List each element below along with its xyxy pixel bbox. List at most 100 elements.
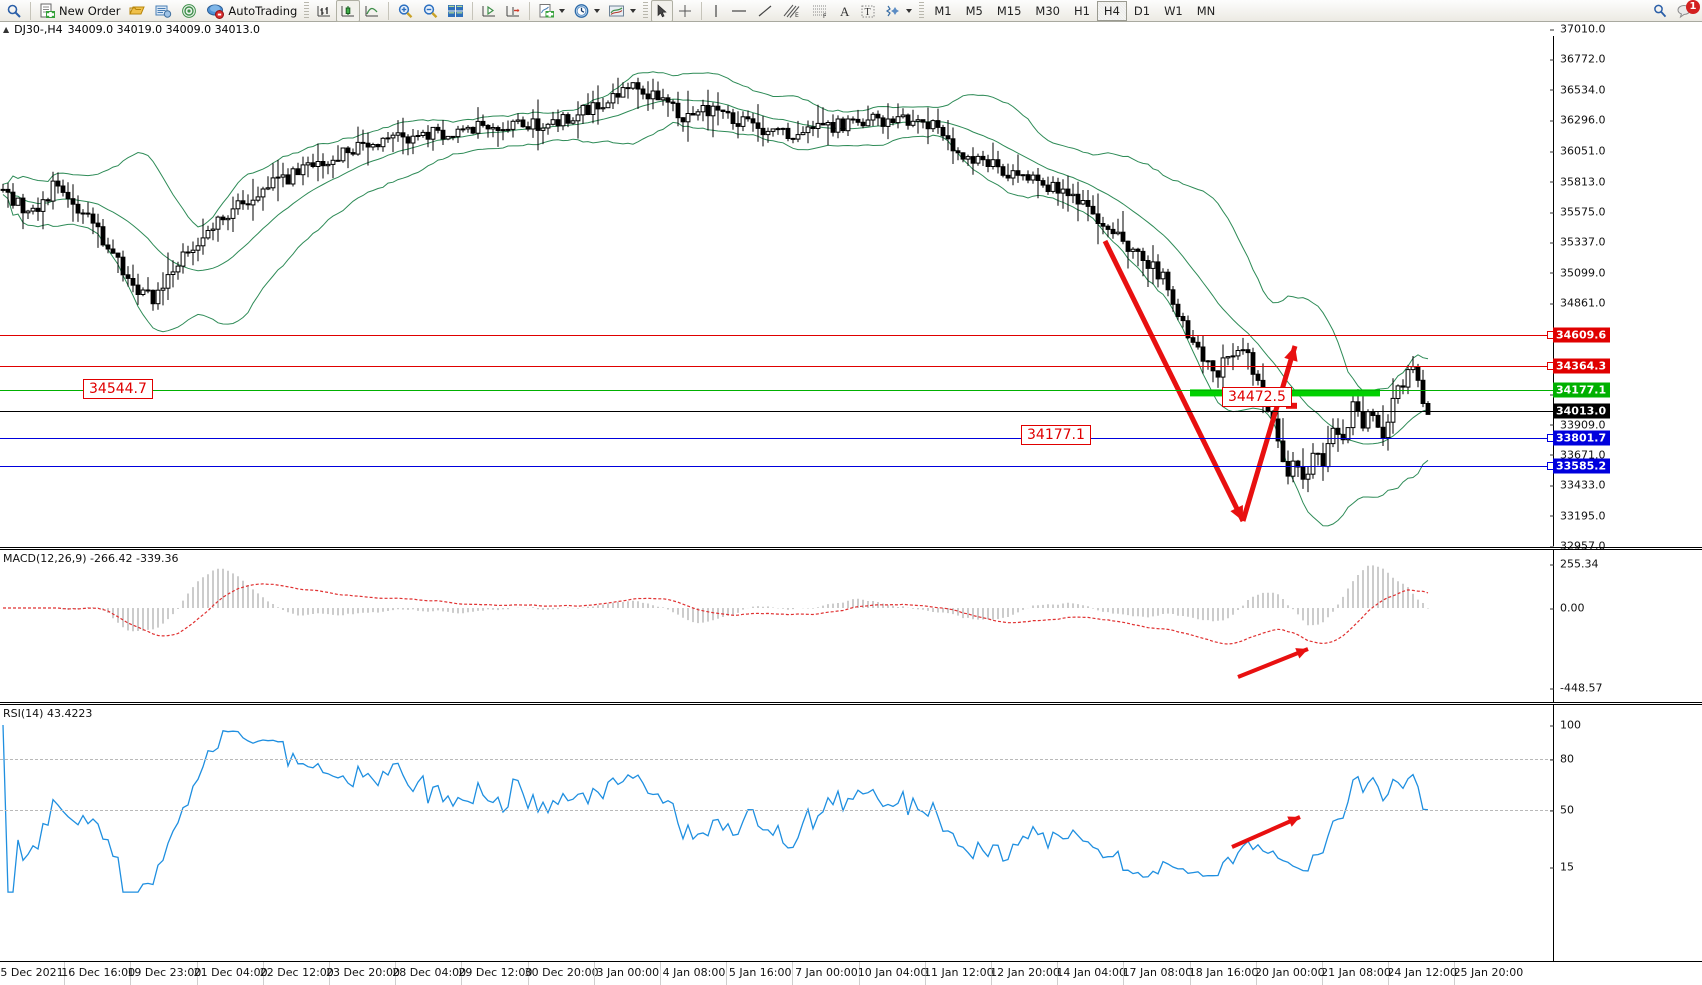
rsi-plot[interactable] [0, 705, 1553, 961]
timeframe-d1[interactable]: D1 [1133, 3, 1151, 18]
zoom-in-icon[interactable] [393, 0, 418, 22]
folder-icon[interactable] [124, 0, 150, 22]
price-level-handle[interactable] [1547, 434, 1553, 443]
zoom-out-icon[interactable] [418, 0, 443, 22]
rsi-axis: 100 80 50 15 [1550, 705, 1702, 961]
toolbar-grip[interactable] [919, 2, 925, 19]
price-level-label-33585.2[interactable]: 33585.2 [1553, 458, 1611, 474]
price-level-handle[interactable] [1547, 331, 1553, 340]
annotation-34177[interactable]: 34177.1 [1021, 425, 1091, 445]
price-tick: 36051.0 [1550, 145, 1606, 158]
price-pane[interactable]: 37010.0 36772.0 36534.0 36296.0 36051.0 35813… [0, 23, 1702, 590]
fibonacci-icon[interactable]: F [806, 0, 834, 22]
price-plot[interactable] [0, 36, 1553, 546]
trendline-icon[interactable] [752, 0, 778, 22]
time-label: 3 Jan 00:00 [596, 966, 660, 979]
time-label: 12 Jan 20:00 [990, 966, 1060, 979]
price-level-label-34177.1[interactable]: 34177.1 [1553, 382, 1611, 398]
time-label: 20 Jan 00:00 [1254, 966, 1325, 979]
time-label: 19 Dec 23:00 [127, 966, 202, 979]
price-level-line-33801.7[interactable] [0, 438, 1553, 440]
timeframe-w1[interactable]: W1 [1164, 3, 1183, 18]
price-level-line-34364.3[interactable] [0, 366, 1553, 368]
macd-tick: -448.57 [1549, 682, 1602, 695]
macd-pane[interactable]: 255.34 0.00 -448.57 MACD(12,26,9) -266.42 … [0, 550, 1702, 702]
timeframe-m30[interactable]: M30 [1035, 3, 1060, 18]
price-level-label-34013.0[interactable]: 34013.0 [1553, 403, 1611, 419]
timeframe-m1[interactable]: M1 [934, 3, 952, 18]
annotation-34544[interactable]: 34544.7 [83, 379, 153, 399]
chevron-down-icon[interactable] [559, 8, 566, 13]
toolbar-grip[interactable] [304, 2, 310, 19]
price-level-label-34364.3[interactable]: 34364.3 [1553, 358, 1611, 374]
time-separator [660, 962, 661, 985]
auto-scroll-icon[interactable] [501, 0, 525, 22]
rsi-tick: 100 [1550, 719, 1581, 732]
timeframe-h4[interactable]: H4 [1096, 0, 1127, 21]
time-axis[interactable]: 5 Dec 2021 16 Dec 16:00 19 Dec 23:00 21 Dec… [0, 961, 1702, 985]
price-tick: 33909.0 [1550, 418, 1606, 431]
price-level-line-34177.1[interactable] [0, 390, 1553, 392]
price-level-line-34609.6[interactable] [0, 335, 1553, 337]
toolbar-divider [472, 1, 474, 20]
time-separator [726, 962, 728, 985]
terminal-icon[interactable] [150, 0, 176, 22]
macd-plot[interactable] [0, 550, 1553, 702]
collapse-triangle-icon[interactable]: ▲ [3, 25, 10, 34]
annotation-34472[interactable]: 34472.5 [1222, 387, 1292, 407]
chart-shift-icon[interactable] [477, 0, 501, 22]
time-label: 30 Dec 20:00 [524, 966, 599, 979]
price-axis[interactable]: 37010.0 36772.0 36534.0 36296.0 36051.0 35813… [1550, 23, 1702, 553]
new-order-button[interactable]: New Order [35, 0, 124, 22]
cursor-icon[interactable] [651, 0, 674, 22]
rsi-pane[interactable]: 100 80 50 15 RSI(14) 43.4223 [0, 705, 1702, 961]
search-icon[interactable] [1648, 0, 1672, 22]
crosshair-icon[interactable] [673, 0, 697, 22]
toolbar-grip[interactable] [643, 2, 649, 19]
add-indicator-icon[interactable] [534, 0, 569, 22]
macd-axis: 255.34 0.00 -448.57 [1549, 550, 1702, 702]
chevron-down-icon[interactable] [630, 8, 637, 13]
time-label: 7 Jan 00:00 [795, 966, 858, 979]
time-label: 11 Jan 12:00 [923, 966, 994, 979]
price-level-handle[interactable] [1547, 461, 1553, 470]
objects-icon[interactable] [880, 0, 916, 22]
signals-icon[interactable] [176, 0, 202, 22]
price-level-line-33585.2[interactable] [0, 465, 1553, 467]
timeframe-m15[interactable]: M15 [996, 3, 1022, 18]
timeframe-h1[interactable]: H1 [1073, 3, 1090, 18]
price-tick: 36534.0 [1550, 83, 1606, 96]
magnifier-icon[interactable] [2, 0, 26, 22]
price-level-line-34013.0[interactable] [0, 411, 1553, 413]
price-level-label-33801.7[interactable]: 33801.7 [1553, 430, 1611, 446]
text-icon[interactable]: A [834, 0, 856, 22]
chevron-down-icon[interactable] [906, 8, 913, 13]
chart-area[interactable]: 37010.0 36772.0 36534.0 36296.0 36051.0 35813… [0, 23, 1702, 985]
macd-tick: 255.34 [1550, 558, 1599, 571]
macd-tick: 0.00 [1550, 602, 1585, 615]
price-tick: 33195.0 [1550, 509, 1606, 522]
line-chart-icon[interactable] [360, 0, 384, 22]
alerts-icon[interactable]: 1 [1672, 0, 1700, 22]
vertical-line-icon[interactable] [706, 0, 726, 22]
chevron-down-icon[interactable] [594, 8, 601, 13]
templates-icon[interactable] [604, 0, 640, 22]
horizontal-line-icon[interactable] [726, 0, 752, 22]
price-tick: 37010.0 [1550, 23, 1606, 36]
timeframe-m5[interactable]: M5 [965, 3, 983, 18]
time-separator [593, 962, 595, 985]
ohlc-values: 34009.0 34019.0 34009.0 34013.0 [67, 23, 261, 36]
equidistant-channel-icon[interactable]: E [778, 0, 806, 22]
tile-windows-icon[interactable] [443, 0, 468, 22]
pane-divider [0, 549, 1702, 550]
text-label-icon[interactable]: T [856, 0, 880, 22]
period-clock-icon[interactable] [569, 0, 604, 22]
autotrading-button[interactable]: AutoTrading [202, 0, 301, 22]
bar-chart-icon[interactable] [312, 0, 336, 22]
candlestick-chart-icon[interactable] [336, 0, 361, 22]
price-level-handle[interactable] [1547, 362, 1553, 371]
price-level-label-34609.6[interactable]: 34609.6 [1553, 327, 1611, 343]
pane-divider [0, 702, 1702, 703]
timeframe-mn[interactable]: MN [1196, 3, 1216, 18]
time-label: 10 Jan 04:00 [857, 966, 928, 979]
